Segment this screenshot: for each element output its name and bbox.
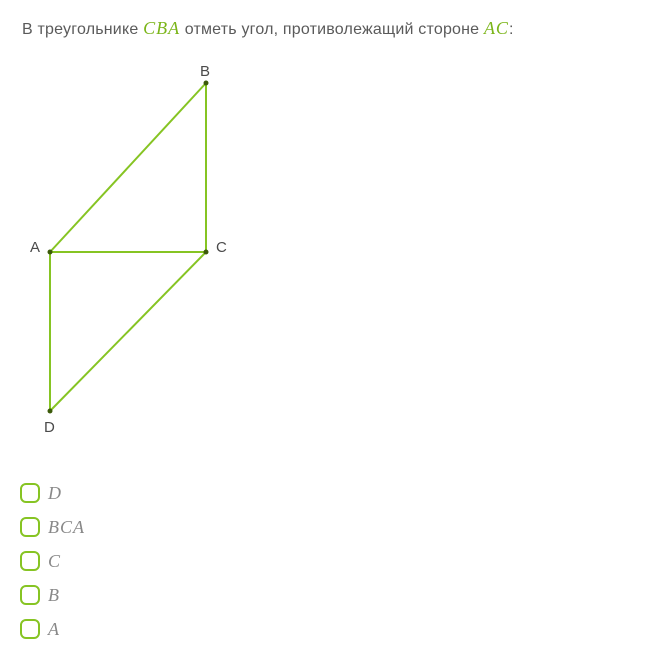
question-side: AC [484,18,509,38]
vertex-point [48,250,53,255]
option-row[interactable]: D [20,476,85,510]
vertex-label: D [44,419,55,436]
option-row[interactable]: A [20,612,85,646]
option-row[interactable]: C [20,544,85,578]
option-label: B [48,585,60,606]
vertex-point [204,81,209,86]
checkbox-icon[interactable] [20,619,40,639]
question-text: В треугольнике CBA отметь угол, противол… [22,18,514,39]
vertex-point [204,250,209,255]
labels-layer: A B C D [30,63,227,436]
question-prefix: В треугольнике [22,21,143,38]
option-label: D [48,483,62,504]
checkbox-icon[interactable] [20,483,40,503]
edge [50,83,206,252]
option-row[interactable]: B [20,578,85,612]
edges-layer [50,83,206,411]
vertex-label: C [216,239,227,256]
diagram-svg: A B C D [22,52,322,452]
option-row[interactable]: BCA [20,510,85,544]
triangle-diagram: A B C D [22,52,322,452]
question-triangle: CBA [143,18,180,38]
question-suffix: : [509,21,514,38]
question-mid: отметь угол, противолежащий стороне [180,21,484,38]
vertex-point [48,409,53,414]
answer-options: D BCA C B A [20,476,85,646]
checkbox-icon[interactable] [20,585,40,605]
page: В треугольнике CBA отметь угол, противол… [0,0,672,662]
vertex-label: B [200,63,210,80]
checkbox-icon[interactable] [20,517,40,537]
option-label: A [48,619,60,640]
edge [50,252,206,411]
option-label: BCA [48,517,85,538]
vertices-layer [48,81,209,414]
checkbox-icon[interactable] [20,551,40,571]
vertex-label: A [30,239,40,256]
option-label: C [48,551,61,572]
